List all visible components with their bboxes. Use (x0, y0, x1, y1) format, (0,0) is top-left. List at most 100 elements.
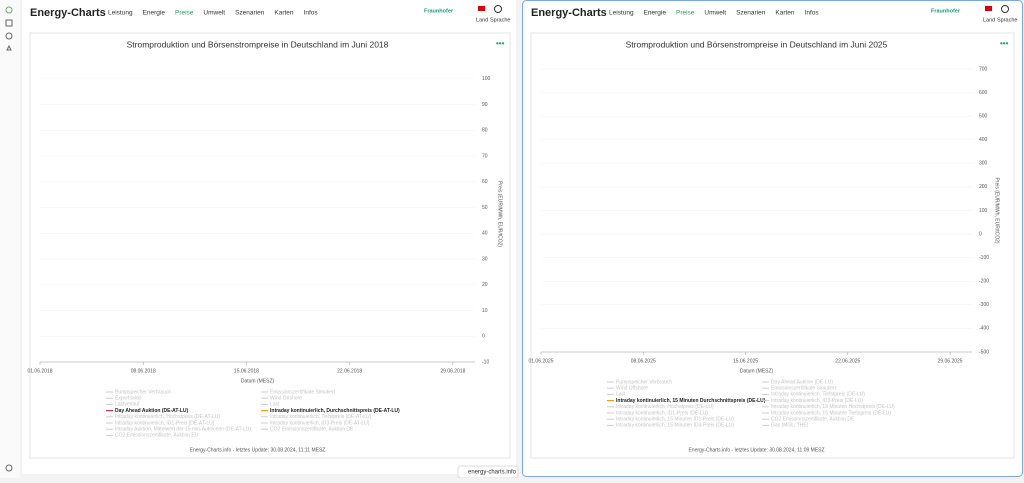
legend-entry[interactable]: Intraday kontinuierlich, Tiefstpreis (DE… (771, 392, 865, 398)
y-tick-label: -100 (979, 255, 989, 261)
nav-item[interactable]: Preise (676, 10, 695, 17)
y-tick-label: -400 (979, 326, 989, 332)
logo[interactable]: Energy-Charts (531, 7, 607, 19)
y-tick-label: 700 (979, 66, 988, 72)
chart-card (29, 32, 511, 459)
y-tick-label: 0 (482, 334, 485, 340)
legend-entry[interactable]: Intraday kontinuierlich, ID3-Preis (DE-L… (771, 398, 863, 404)
legend-entry[interactable]: Intraday kontinuierlich, 15 Minuten Tief… (771, 410, 891, 416)
x-tick-label: 29.06.2025 (938, 358, 963, 364)
legend-entry[interactable]: CO2 Emissionszertifikate, Auktion EU (115, 433, 199, 439)
nav-item[interactable]: Infos (304, 10, 319, 17)
menu-icon[interactable]: ••• (1000, 39, 1009, 48)
y-tick-label: 100 (482, 76, 491, 82)
legend-entry[interactable]: Intraday kontinuierlich, ID3-Preis (DE-A… (270, 420, 370, 426)
nav-item[interactable]: Karten (775, 10, 795, 17)
y-tick-label: 200 (979, 184, 988, 190)
menu-icon[interactable]: ••• (496, 39, 505, 48)
y-tick-label: -200 (979, 279, 989, 285)
flag (985, 6, 992, 11)
y-tick-label: 30 (482, 256, 488, 262)
legend-entry[interactable]: Pumpspeicher Verbrauch (115, 389, 171, 395)
side-icon[interactable] (5, 6, 13, 14)
nav-item[interactable]: Umwelt (704, 10, 726, 17)
legend-entry[interactable]: Intraday kontinuierlich, ID1-Preis (DE-L… (616, 410, 708, 416)
y-tick-label: 0 (979, 231, 982, 237)
legend-entry[interactable]: Intraday kontinuierlich, Tiefstpreis (DE… (270, 414, 372, 420)
x-axis-label: Datum (MESZ) (241, 378, 275, 384)
y-tick-label: 600 (979, 90, 988, 96)
y-tick-label: 90 (482, 102, 488, 108)
y-tick-label: 70 (482, 153, 488, 159)
side-icon[interactable] (5, 32, 13, 40)
legend-entry[interactable]: Intraday kontinuierlich, Durchschnittspr… (270, 408, 400, 414)
legend-entry[interactable]: Exportsaldo (115, 396, 142, 402)
flag (478, 6, 485, 11)
language[interactable]: Sprache (997, 17, 1018, 23)
side-icon[interactable] (6, 44, 12, 51)
globe-icon[interactable] (1001, 5, 1009, 13)
legend-entry[interactable]: Intraday Auktion, Mittelwert der 15 min-… (115, 427, 251, 433)
x-tick-label: 15.06.2025 (733, 358, 758, 364)
legend-entry[interactable]: Intraday kontinuierlich, Höchstpreis (DE… (115, 414, 220, 420)
brand[interactable]: Fraunhofer (931, 8, 961, 14)
nav-item[interactable]: Preise (175, 10, 194, 17)
legend-entry[interactable]: Wind Onshore (270, 396, 302, 402)
y-tick-label: 20 (482, 282, 488, 288)
x-tick-label: 29.06.2018 (440, 368, 465, 374)
legend-entry[interactable]: Emissionszertifikate Simuliert (270, 389, 336, 395)
nav-item[interactable]: Umwelt (203, 10, 225, 17)
legend-entry[interactable]: CO2 Emissionszertifikate, Auktion DE (270, 427, 354, 433)
y-tick-label: -500 (979, 349, 989, 355)
legend-entry[interactable]: Last (270, 402, 280, 408)
legend-entry[interactable]: Pumpspeicher Verbrauch (616, 379, 672, 385)
y-tick-label: 10 (482, 308, 488, 314)
language[interactable]: Sprache (490, 17, 511, 23)
legend-entry[interactable]: Intraday kontinuierlich, ID1-Preis (DE-A… (115, 420, 215, 426)
legend-entry[interactable]: Day Ahead Auktion (DE-AT-LU) (115, 408, 188, 414)
x-axis-label: Datum (MESZ) (740, 368, 774, 374)
nav-item[interactable]: Szenarien (235, 10, 265, 17)
legend-entry[interactable]: Intraday kontinuierlich, 15 Minuten ID3-… (616, 423, 734, 429)
x-tick-label: 22.06.2025 (835, 358, 860, 364)
x-tick-label: 01.06.2018 (27, 368, 52, 374)
legend-entry[interactable]: Wind Offshore (616, 386, 648, 392)
settings-icon[interactable] (5, 464, 13, 472)
country[interactable]: Land (983, 17, 995, 23)
legend-entry[interactable]: Lastverlauf (115, 402, 140, 408)
y-tick-label: 80 (482, 128, 488, 134)
legend-entry[interactable]: CO2 Emissionszertifikate, Auktion DE (771, 417, 855, 423)
nav-item[interactable]: Energie (143, 10, 166, 17)
logo[interactable]: Energy-Charts (30, 7, 106, 19)
x-tick-label: 15.06.2018 (234, 368, 259, 374)
x-tick-label: 22.06.2018 (337, 368, 362, 374)
y-tick-label: 300 (979, 161, 988, 167)
legend-entry[interactable]: Day Ahead Auktion (DE-LU) (771, 379, 833, 385)
x-tick-label: 08.06.2018 (131, 368, 156, 374)
globe-icon[interactable] (494, 5, 502, 13)
legend-entry[interactable]: Gas (MGL, THE) (771, 423, 809, 429)
nav-item[interactable]: Leistung (609, 10, 634, 17)
y-tick-label: -10 (482, 359, 489, 365)
chart-footer: Energy-Charts.info - letztes Update: 30.… (190, 447, 326, 453)
legend-entry[interactable]: Emissionszertifikate Simuliert (771, 386, 837, 392)
url: energy-charts.info (468, 470, 517, 476)
nav-item[interactable]: Leistung (108, 10, 133, 17)
legend-entry[interactable]: Intraday kontinuierlich, 15 Minuten ID1-… (616, 417, 734, 423)
legend-entry[interactable]: Last (616, 392, 626, 398)
country[interactable]: Land (476, 17, 488, 23)
nav-item[interactable]: Szenarien (736, 10, 766, 17)
brand[interactable]: Fraunhofer (424, 8, 454, 14)
legend-entry[interactable]: Intraday kontinuierlich, 15 Minuten Höch… (771, 404, 895, 410)
y-tick-label: 400 (979, 137, 988, 143)
nav-item[interactable]: Energie (644, 10, 667, 17)
legend-entry[interactable]: Intraday kontinuierlich, Höchstpreis (DE… (616, 404, 714, 410)
nav-item[interactable]: Karten (274, 10, 294, 17)
y-tick-label: -300 (979, 302, 989, 308)
nav-item[interactable]: Infos (805, 10, 820, 17)
y-tick-label: 500 (979, 113, 988, 119)
legend-entry[interactable]: Intraday kontinuierlich, 15 Minuten Durc… (616, 398, 766, 404)
side-icon[interactable] (5, 19, 13, 27)
